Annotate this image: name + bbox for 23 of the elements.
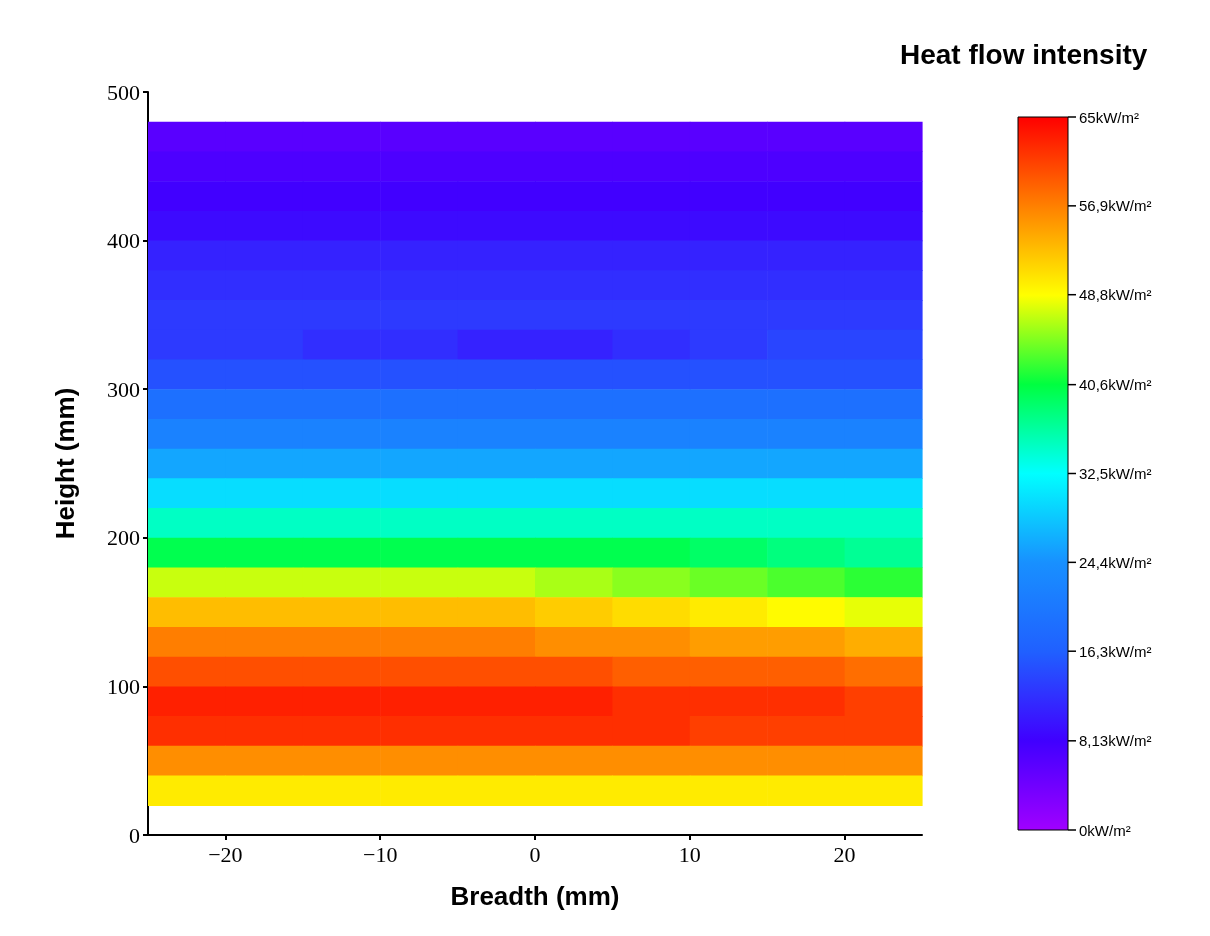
y-tick-label: 500 [107,79,140,105]
color-bar-label: 24,4kW/m² [1079,553,1152,571]
color-bar-label: 32,5kW/m² [1079,465,1152,482]
x-tick-label: 10 [678,841,701,867]
x-tick-label: −20 [208,841,243,867]
color-bar-label: 8,13kW/m² [1079,732,1152,750]
x-tick-label: 20 [833,841,856,867]
color-bar-label: 65kW/m² [1079,108,1139,126]
y-tick-label: 300 [107,376,140,402]
y-tick-label: 100 [107,673,140,699]
y-tick-label: 400 [107,228,140,254]
color-bar-label: 56,9kW/m² [1079,197,1152,215]
x-axis-title: Breadth (mm) [450,881,620,911]
color-bar-label: 16,3kW/m² [1079,642,1152,660]
y-tick-label: 200 [107,525,140,551]
x-tick-label: −10 [362,841,398,867]
x-tick-label: 0 [529,841,541,867]
color-bar-label: 40,6kW/m² [1079,376,1152,394]
y-tick-label: 0 [129,822,140,848]
color-bar-label: 0kW/m² [1079,821,1131,839]
color-bar-label: 48,8kW/m² [1079,286,1152,304]
y-axis-title: Height (mm) [50,387,80,540]
color-bar-title: Heat flow intensity [900,38,1148,70]
